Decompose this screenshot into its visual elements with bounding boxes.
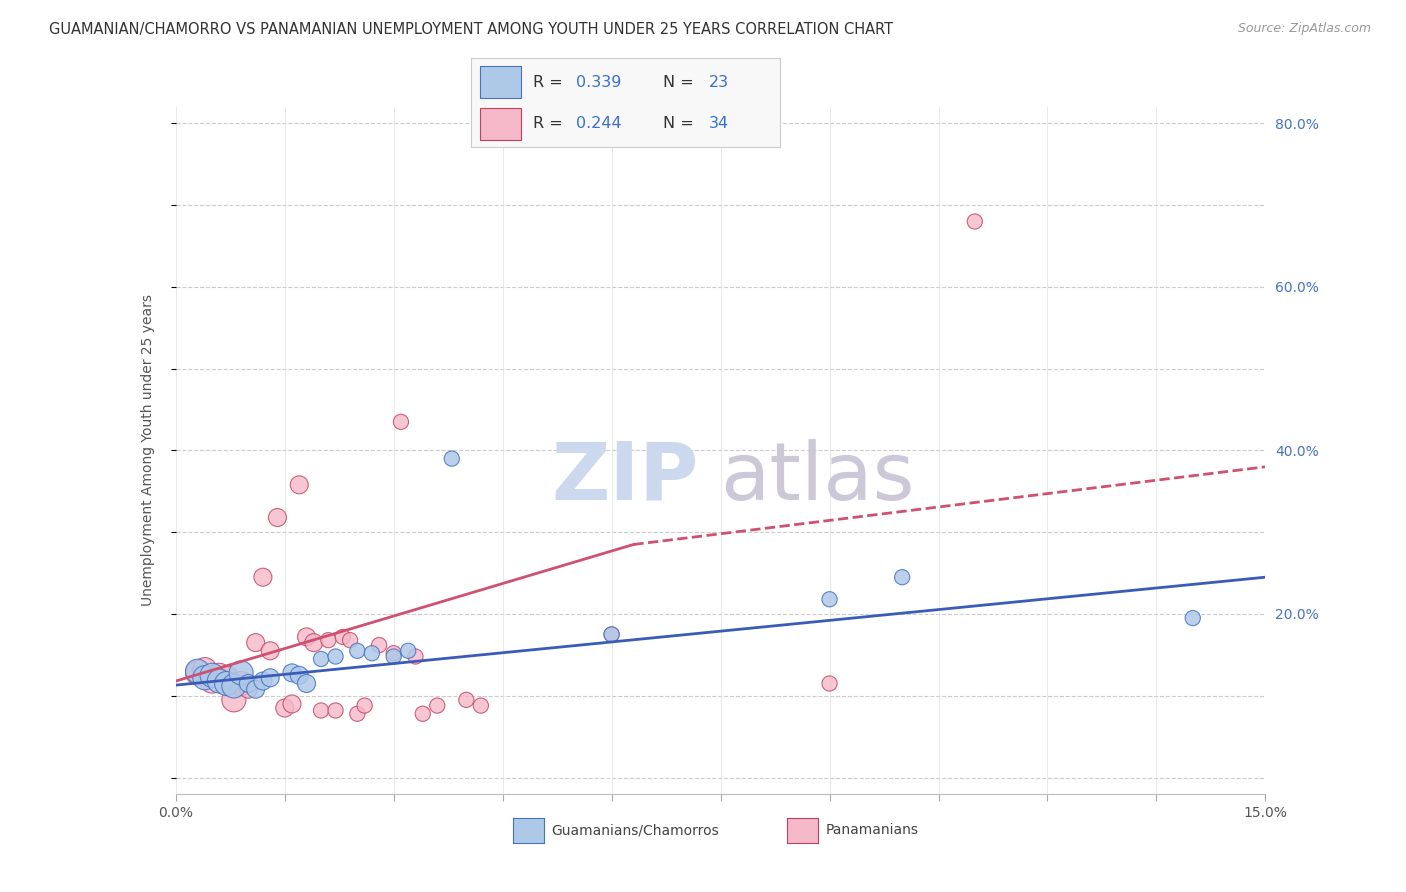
Text: 23: 23 xyxy=(709,75,730,89)
Point xyxy=(222,693,245,707)
Point xyxy=(1181,611,1204,625)
Point xyxy=(252,674,274,689)
Point xyxy=(456,693,478,707)
Point xyxy=(309,652,332,666)
FancyBboxPatch shape xyxy=(481,66,520,98)
Point xyxy=(194,663,217,677)
Point xyxy=(325,703,347,717)
Point xyxy=(963,214,986,228)
Point xyxy=(259,671,281,685)
Point xyxy=(309,703,332,717)
Text: GUAMANIAN/CHAMORRO VS PANAMANIAN UNEMPLOYMENT AMONG YOUTH UNDER 25 YEARS CORRELA: GUAMANIAN/CHAMORRO VS PANAMANIAN UNEMPLO… xyxy=(49,22,893,37)
Point xyxy=(426,698,449,713)
Point xyxy=(295,676,318,690)
Text: Source: ZipAtlas.com: Source: ZipAtlas.com xyxy=(1237,22,1371,36)
Point xyxy=(208,674,231,689)
Point xyxy=(440,451,463,466)
Text: N =: N = xyxy=(662,75,699,89)
Point xyxy=(405,649,427,664)
Point xyxy=(288,478,311,492)
Point xyxy=(186,664,209,678)
Point xyxy=(339,633,361,648)
Text: ZIP: ZIP xyxy=(551,439,699,517)
Point xyxy=(346,644,368,658)
Point xyxy=(396,644,419,658)
Point xyxy=(274,701,297,715)
Point xyxy=(281,697,304,711)
Point xyxy=(245,635,267,649)
Text: Guamanians/Chamorros: Guamanians/Chamorros xyxy=(551,823,718,838)
Point xyxy=(295,630,318,644)
Point xyxy=(222,679,245,693)
Point xyxy=(818,676,841,690)
Point xyxy=(360,646,382,660)
Point xyxy=(891,570,914,584)
Text: 34: 34 xyxy=(709,117,730,131)
Point xyxy=(389,415,412,429)
Point xyxy=(266,510,288,524)
Text: N =: N = xyxy=(662,117,699,131)
Point xyxy=(238,676,260,690)
Point xyxy=(302,635,325,649)
Point xyxy=(208,668,231,682)
Point xyxy=(412,706,434,721)
Point xyxy=(318,633,340,648)
Point xyxy=(346,706,368,721)
FancyBboxPatch shape xyxy=(481,108,520,140)
Point xyxy=(382,649,405,664)
Point xyxy=(600,627,623,641)
Point xyxy=(368,638,391,652)
Point xyxy=(245,682,267,697)
Text: Panamanians: Panamanians xyxy=(825,823,918,838)
Point xyxy=(325,649,347,664)
Text: 0.244: 0.244 xyxy=(576,117,621,131)
Text: atlas: atlas xyxy=(721,439,915,517)
Point xyxy=(288,668,311,682)
Point xyxy=(215,671,238,685)
Point xyxy=(201,668,224,682)
Point xyxy=(215,676,238,690)
Point xyxy=(281,665,304,680)
Text: R =: R = xyxy=(533,75,568,89)
Point xyxy=(332,630,354,644)
Point xyxy=(194,671,217,685)
Point xyxy=(186,665,209,680)
Point xyxy=(818,592,841,607)
Point xyxy=(600,627,623,641)
Y-axis label: Unemployment Among Youth under 25 years: Unemployment Among Youth under 25 years xyxy=(141,294,155,607)
Text: 0.339: 0.339 xyxy=(576,75,621,89)
Point xyxy=(353,698,375,713)
Point xyxy=(259,644,281,658)
Point xyxy=(382,646,405,660)
Point xyxy=(252,570,274,584)
Point xyxy=(231,676,253,690)
Text: R =: R = xyxy=(533,117,568,131)
Point xyxy=(231,665,253,680)
Point xyxy=(238,682,260,697)
Point xyxy=(201,674,224,689)
Point xyxy=(470,698,492,713)
